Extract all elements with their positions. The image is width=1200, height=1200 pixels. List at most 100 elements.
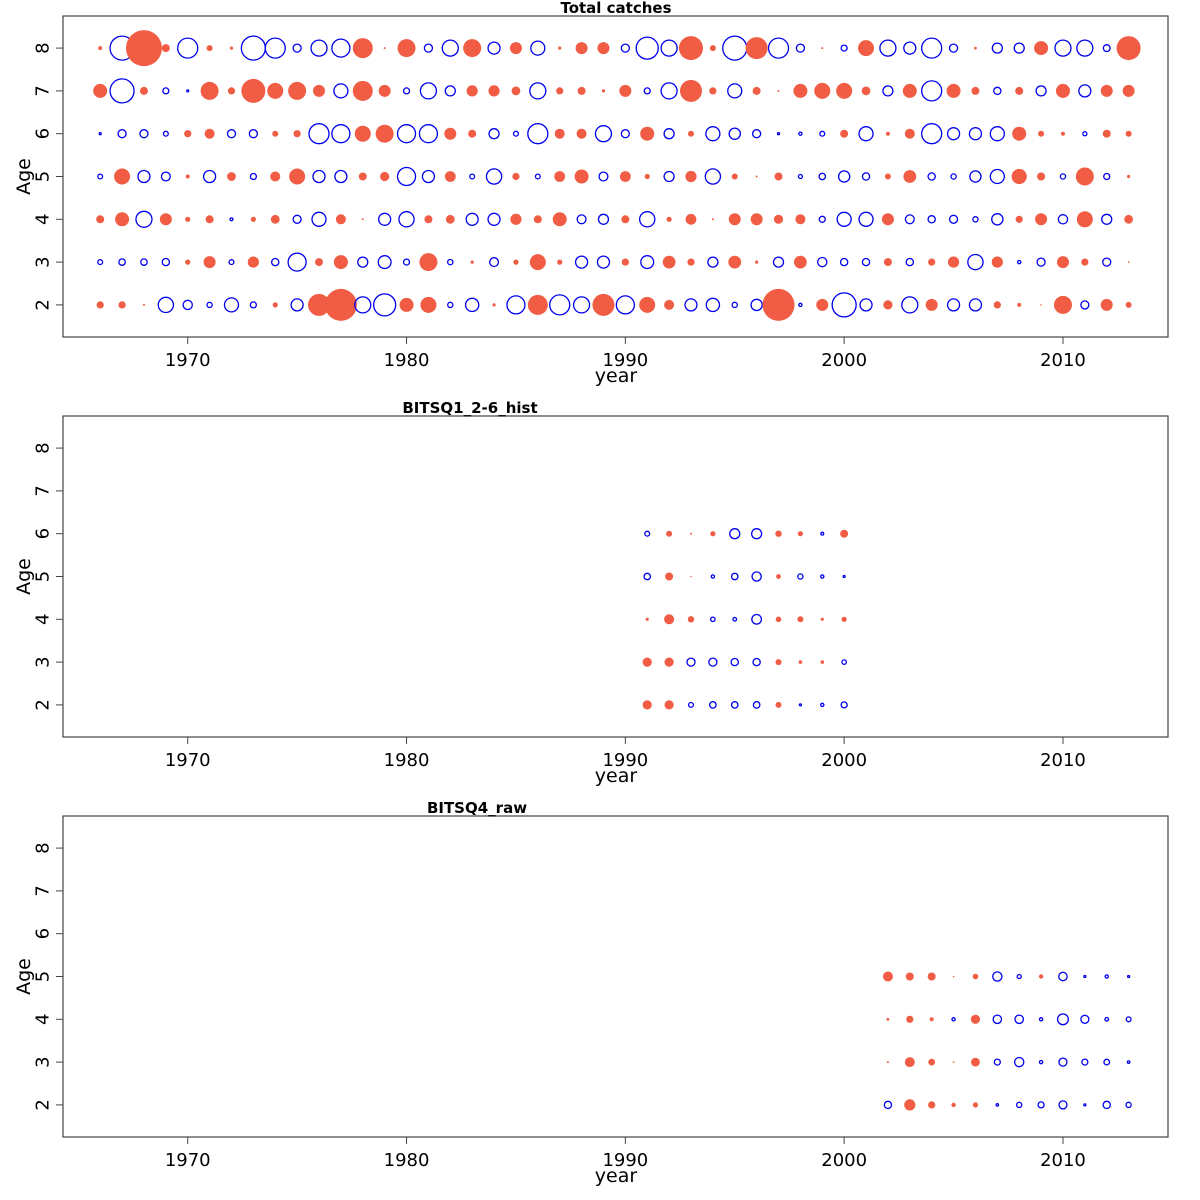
bubble-negative (373, 293, 397, 317)
bubble-positive (1012, 126, 1027, 141)
bubble-negative (859, 298, 873, 312)
chart-title: Total catches (560, 0, 671, 17)
x-tick-label: 1980 (384, 1150, 430, 1171)
bubble-positive (574, 169, 589, 184)
bubble-negative (991, 213, 1004, 226)
bubble-negative (767, 37, 790, 59)
bubble-positive (335, 214, 346, 225)
bubble-positive (902, 83, 917, 98)
bubble-positive (777, 89, 780, 92)
bubble-positive (293, 130, 301, 138)
bubble-negative (485, 168, 503, 185)
bubble-positive (929, 1017, 934, 1022)
bubble-negative (708, 657, 718, 667)
x-tick-label: 2010 (1040, 1150, 1086, 1171)
bubble-negative (727, 83, 743, 99)
bubble-negative (858, 211, 874, 227)
bubble-negative (640, 255, 655, 270)
bubble-positive (1034, 41, 1049, 56)
bubble-positive (468, 129, 477, 138)
bubble-negative (989, 168, 1005, 185)
bubble-negative (597, 213, 610, 225)
bubble-negative (751, 613, 763, 625)
bubble-negative (331, 38, 351, 58)
bubble-negative (469, 173, 476, 180)
bubble-positive (554, 128, 565, 139)
bubble-positive (463, 39, 482, 58)
bubble-negative (751, 571, 762, 582)
bubble-negative (292, 43, 302, 53)
bubble-negative (1083, 974, 1087, 979)
bubble-negative (598, 171, 609, 182)
bubble-positive (728, 213, 741, 226)
x-tick-label: 2000 (821, 350, 867, 371)
bubble-positive (444, 171, 456, 182)
bubble-positive (816, 298, 829, 311)
bubble-positive (750, 213, 763, 226)
bubble-negative (663, 170, 675, 183)
bubble-negative (1037, 1101, 1045, 1109)
y-tick-label: 3 (33, 256, 54, 267)
y-tick-label: 2 (33, 299, 54, 310)
bubble-positive (927, 972, 936, 981)
bubble-positive (619, 171, 631, 182)
bubble-negative (270, 257, 280, 267)
x-tick-label: 2000 (821, 1150, 867, 1171)
bubble-positive (974, 46, 977, 50)
bubble-positive (1011, 168, 1027, 185)
bubble-positive (184, 130, 192, 138)
bubble-negative (530, 40, 546, 56)
bubble-positive (247, 256, 259, 268)
bubble-negative (1104, 1016, 1110, 1022)
bubble-negative (1125, 1016, 1132, 1023)
bubble-negative (686, 657, 696, 667)
bubble-positive (576, 128, 587, 139)
bubble-positive (775, 701, 782, 708)
bubble-positive (664, 299, 675, 310)
bubble-negative (447, 258, 454, 266)
bubble-positive (775, 616, 782, 623)
bubble-positive (203, 256, 216, 269)
bubble-positive (798, 660, 803, 664)
bubble-positive (577, 86, 586, 95)
bubble-negative (596, 255, 611, 269)
y-tick-label: 4 (33, 614, 54, 625)
bubble-negative (249, 301, 258, 309)
y-tick-label: 4 (33, 1014, 54, 1025)
bubble-positive (952, 975, 955, 978)
bubble-positive (972, 1102, 979, 1108)
bubble-negative (206, 301, 213, 309)
bubble-negative (820, 702, 825, 708)
bubble-positive (270, 171, 281, 182)
bubble-positive (925, 298, 938, 311)
bubble-positive (159, 213, 172, 226)
bubble-positive (905, 972, 914, 981)
bubble-positive (554, 171, 566, 182)
bubble-positive (970, 1014, 981, 1024)
bubble-negative (506, 295, 526, 315)
bubble-negative (705, 297, 721, 313)
bubble-positive (689, 532, 692, 535)
bubble-positive (1125, 301, 1132, 308)
bubble-negative (635, 36, 659, 60)
x-tick-label: 2010 (1040, 350, 1086, 371)
bubble-positive (814, 82, 831, 99)
bubble-negative (969, 170, 982, 183)
bubble-positive (858, 40, 875, 57)
bubble-positive (645, 617, 649, 621)
bubble-positive (947, 256, 960, 268)
bubble-negative (160, 171, 171, 182)
bubble-negative (488, 128, 500, 140)
bubble-positive (687, 616, 695, 623)
bubble-positive (903, 170, 917, 183)
bubble-positive (710, 531, 716, 537)
bubble-negative (240, 35, 267, 61)
bubble-positive (185, 259, 191, 265)
bubble-negative (398, 211, 415, 228)
bubble-negative (311, 211, 327, 227)
bubble-negative (1016, 259, 1022, 265)
bubble-positive (513, 259, 519, 265)
bubble-positive (755, 260, 759, 264)
bubble-negative (527, 123, 549, 145)
bubble-negative (704, 168, 722, 185)
